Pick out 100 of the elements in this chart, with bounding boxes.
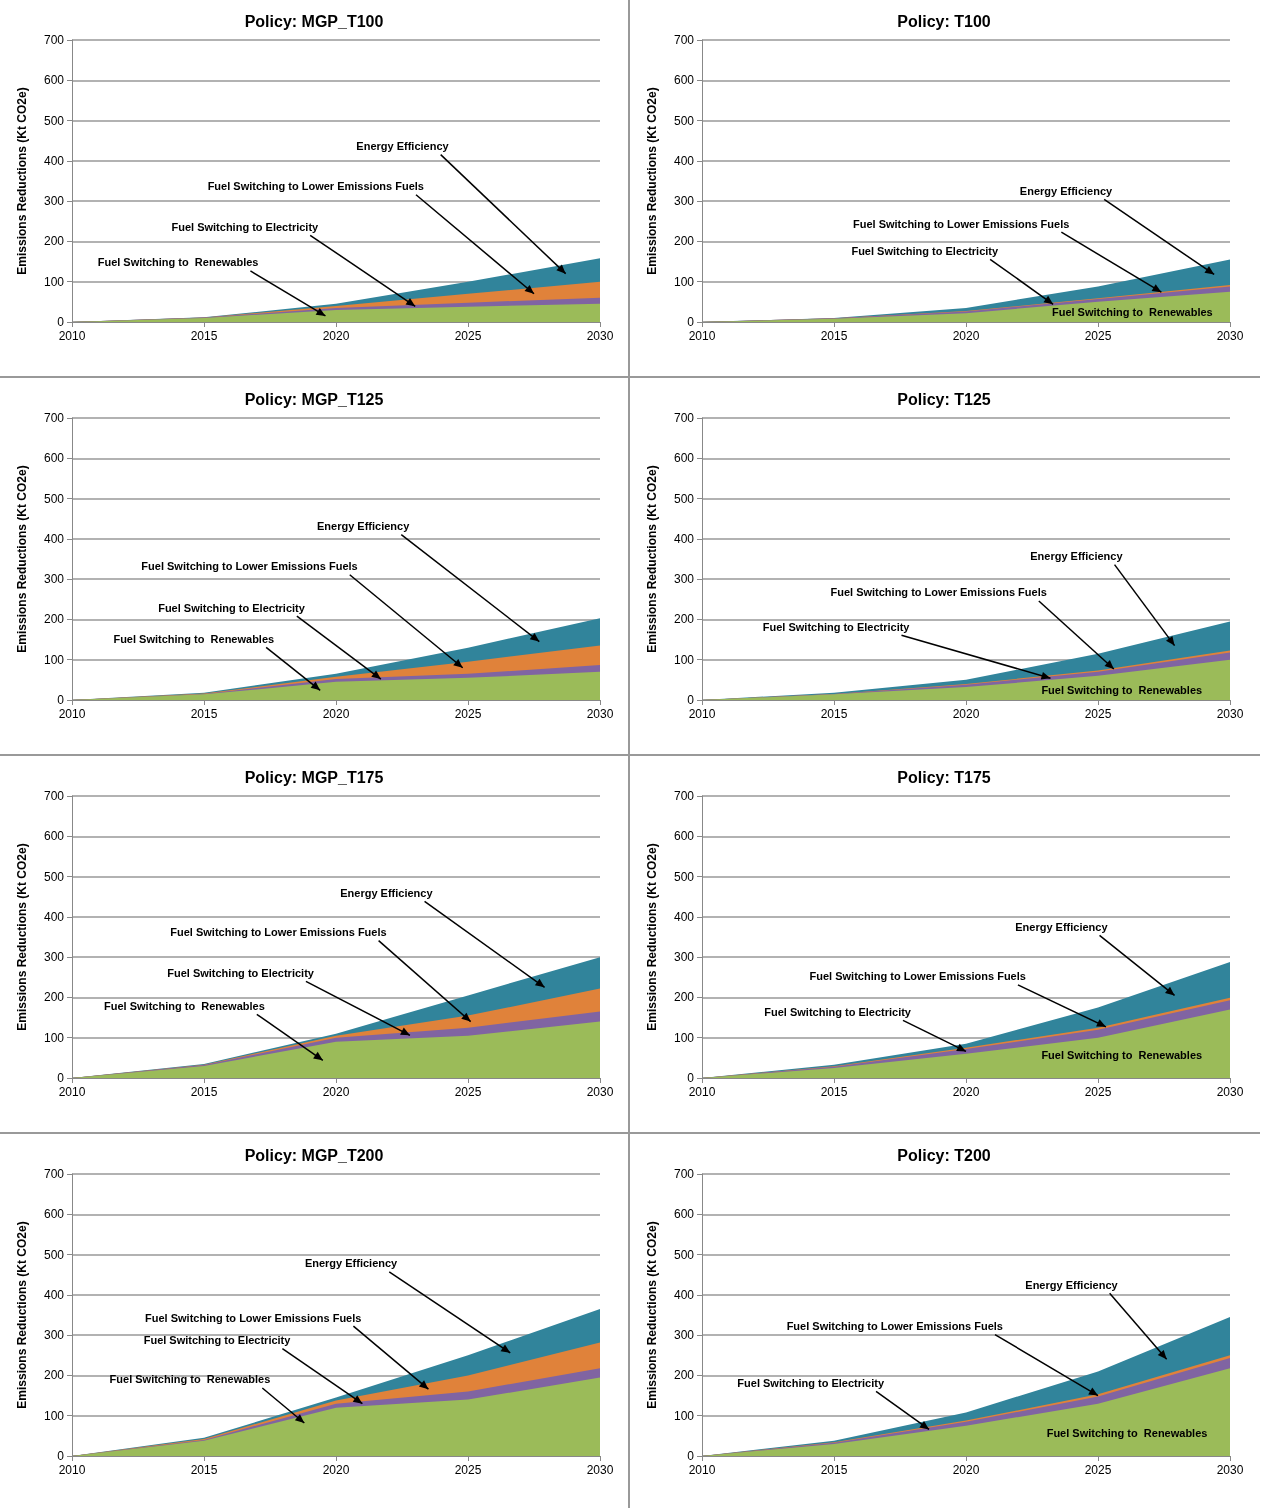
y-tick-label: 0 [687, 693, 695, 707]
y-tick-label: 500 [43, 869, 65, 884]
annotation: Energy Efficiency [340, 886, 434, 899]
annotation: Fuel Switching to Renewables [104, 999, 265, 1012]
x-tick-label: 2020 [952, 707, 980, 721]
annotation: Fuel Switching to Renewables [1041, 684, 1203, 697]
y-tick-label: 500 [43, 1247, 65, 1262]
y-axis-title: Emissions Reductions (Kt CO2e) [15, 465, 29, 653]
y-tick-label: 600 [43, 1207, 65, 1222]
y-tick-label: 400 [43, 153, 65, 168]
y-tick-label: 500 [673, 491, 695, 506]
y-tick-label: 500 [43, 113, 65, 128]
annotation: Fuel Switching to Renewables [1046, 1427, 1208, 1440]
x-tick-label: 2020 [322, 1085, 350, 1099]
y-tick-label: 700 [43, 1167, 65, 1181]
y-tick-label: 200 [43, 1368, 65, 1383]
y-tick-label: 600 [43, 829, 65, 844]
y-axis-title: Emissions Reductions (Kt CO2e) [645, 1221, 659, 1409]
annotation: Fuel Switching to Electricity [851, 244, 999, 257]
y-tick-label: 400 [673, 531, 695, 546]
y-tick-label: 700 [673, 789, 695, 803]
annotation: Energy Efficiency [1019, 184, 1114, 197]
annotation: Fuel Switching to Lower Emissions Fuels [809, 970, 1026, 983]
y-axis-title: Emissions Reductions (Kt CO2e) [645, 843, 659, 1031]
annotation: Fuel Switching to Renewables [1041, 1049, 1203, 1062]
chart-title: Policy: MGP_T200 [244, 1146, 384, 1164]
y-tick-label: 300 [43, 194, 65, 209]
y-tick-label: 400 [43, 1287, 65, 1302]
x-tick-label: 2025 [454, 1463, 482, 1477]
y-tick-label: 600 [673, 451, 695, 466]
x-tick-label: 2010 [688, 707, 716, 721]
y-tick-label: 700 [43, 33, 65, 47]
y-tick-label: 100 [673, 652, 695, 667]
x-tick-label: 2015 [190, 329, 218, 343]
annotation: Fuel Switching to Lower Emissions Fuels [786, 1320, 1003, 1333]
x-tick-label: 2015 [820, 1463, 848, 1477]
y-tick-label: 200 [673, 990, 695, 1005]
annotation: Fuel Switching to Electricity [171, 220, 320, 233]
y-axis-title: Emissions Reductions (Kt CO2e) [15, 843, 29, 1031]
annotation: Energy Efficiency [316, 520, 411, 533]
y-tick-label: 100 [43, 1408, 65, 1423]
y-tick-label: 700 [43, 789, 65, 803]
annotation: Fuel Switching to Renewables [109, 1373, 271, 1386]
y-tick-label: 0 [57, 693, 65, 707]
x-tick-label: 2025 [1084, 1463, 1112, 1477]
annotation: Fuel Switching to Lower Emissions Fuels [145, 1311, 362, 1324]
x-tick-label: 2015 [820, 329, 848, 343]
annotation: Fuel Switching to Renewables [97, 256, 259, 269]
y-tick-label: 600 [673, 829, 695, 844]
x-tick-label: 2025 [1084, 1085, 1112, 1099]
y-tick-label: 400 [673, 1287, 695, 1302]
y-tick-label: 600 [673, 1207, 695, 1222]
annotation: Fuel Switching to Renewables [1051, 306, 1213, 319]
x-tick-label: 2025 [1084, 707, 1112, 721]
y-tick-label: 500 [673, 1247, 695, 1262]
y-tick-label: 300 [673, 194, 695, 209]
annotation: Fuel Switching to Renewables [113, 632, 275, 645]
x-tick-label: 2020 [322, 1463, 350, 1477]
y-tick-label: 0 [687, 1449, 695, 1463]
y-tick-label: 0 [57, 315, 65, 329]
y-axis-title: Emissions Reductions (Kt CO2e) [645, 465, 659, 653]
y-tick-label: 100 [43, 652, 65, 667]
y-tick-label: 200 [43, 990, 65, 1005]
x-tick-label: 2015 [820, 1085, 848, 1099]
y-tick-label: 400 [43, 531, 65, 546]
x-tick-label: 2015 [820, 707, 848, 721]
annotation: Energy Efficiency [1025, 1278, 1119, 1291]
y-tick-label: 300 [673, 572, 695, 587]
x-tick-label: 2020 [322, 329, 350, 343]
x-tick-label: 2010 [688, 1463, 716, 1477]
y-tick-label: 700 [673, 411, 695, 425]
x-tick-label: 2020 [322, 707, 350, 721]
annotation: Energy Efficiency [304, 1257, 399, 1270]
y-axis-title: Emissions Reductions (Kt CO2e) [645, 87, 659, 275]
chart-title: Policy: T200 [897, 1146, 991, 1164]
y-tick-label: 0 [687, 315, 695, 329]
y-tick-label: 300 [43, 950, 65, 965]
y-tick-label: 400 [43, 909, 65, 924]
y-tick-label: 200 [43, 234, 65, 249]
y-tick-label: 700 [43, 411, 65, 425]
y-tick-label: 300 [43, 572, 65, 587]
x-tick-label: 2030 [1216, 1085, 1244, 1099]
y-tick-label: 300 [673, 1328, 695, 1343]
chart-title: Policy: T100 [897, 12, 991, 30]
x-tick-label: 2030 [1216, 329, 1244, 343]
annotation: Fuel Switching to Electricity [167, 966, 315, 979]
y-tick-label: 600 [43, 73, 65, 88]
x-tick-label: 2020 [952, 329, 980, 343]
chart-title: Policy: T125 [897, 390, 991, 408]
annotation: Fuel Switching to Lower Emissions Fuels [830, 586, 1047, 599]
y-tick-label: 0 [687, 1071, 695, 1085]
annotation: Energy Efficiency [1030, 550, 1124, 563]
x-tick-label: 2030 [586, 329, 614, 343]
chart-title: Policy: MGP_T175 [244, 768, 384, 786]
x-tick-label: 2015 [190, 1085, 218, 1099]
chart-title: Policy: T175 [897, 768, 991, 786]
chart-title: Policy: MGP_T125 [244, 390, 384, 408]
annotation: Energy Efficiency [356, 140, 450, 153]
y-tick-label: 500 [673, 113, 695, 128]
y-tick-label: 100 [673, 274, 695, 289]
